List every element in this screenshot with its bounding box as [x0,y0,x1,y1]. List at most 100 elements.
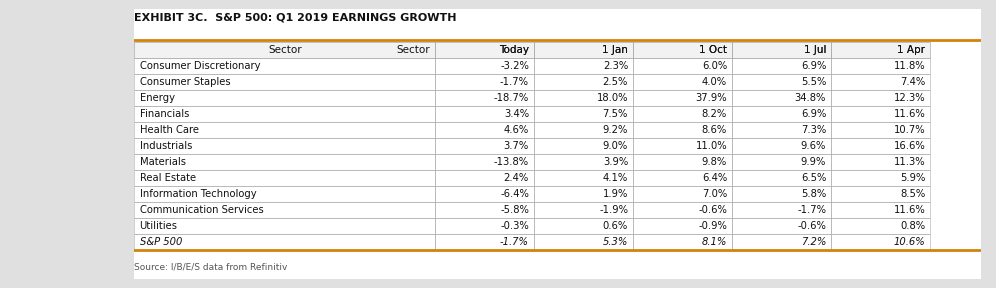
Text: -1.7%: -1.7% [500,77,529,87]
Bar [633,42,732,58]
Text: 0.8%: 0.8% [900,221,925,231]
Bar [633,90,732,106]
Bar [435,170,534,186]
Bar [134,202,435,218]
Bar [534,90,633,106]
Bar [435,42,534,58]
Bar [732,218,832,234]
Bar [534,122,633,138]
Text: 0.6%: 0.6% [603,221,628,231]
Bar [832,90,930,106]
Bar [732,106,832,122]
Bar [633,58,732,74]
Text: 6.5%: 6.5% [801,173,826,183]
Bar [435,42,534,58]
Text: Financials: Financials [139,109,189,119]
Bar [435,186,534,202]
Bar [633,218,732,234]
Text: 11.0%: 11.0% [695,141,727,151]
Text: 7.0%: 7.0% [702,189,727,199]
Bar [435,106,534,122]
Bar [534,154,633,170]
Text: 18.0%: 18.0% [597,93,628,103]
Bar [435,122,534,138]
Bar [732,58,832,74]
Bar [832,234,930,250]
Bar [832,186,930,202]
Bar [732,122,832,138]
Text: S&P 500: S&P 500 [139,237,182,247]
Text: 1.9%: 1.9% [603,189,628,199]
Bar [832,170,930,186]
Bar [633,202,732,218]
Text: -5.8%: -5.8% [500,205,529,215]
Text: 11.6%: 11.6% [893,109,925,119]
Bar [633,234,732,250]
Bar [732,154,832,170]
Bar [134,122,435,138]
Bar [534,202,633,218]
Bar [832,74,930,90]
Text: 2.5%: 2.5% [603,77,628,87]
Text: Energy: Energy [139,93,174,103]
Text: 3.4%: 3.4% [504,109,529,119]
Text: 9.6%: 9.6% [801,141,826,151]
Bar [832,154,930,170]
Bar [832,138,930,154]
Bar [534,186,633,202]
Bar [832,202,930,218]
Text: 1 Jul: 1 Jul [804,46,826,56]
Text: 11.8%: 11.8% [893,61,925,71]
Bar [134,154,435,170]
Text: 4.1%: 4.1% [603,173,628,183]
Bar [633,74,732,90]
Bar [633,58,732,74]
Bar [134,186,435,202]
Bar [134,186,435,202]
Bar [534,218,633,234]
Text: Consumer Discretionary: Consumer Discretionary [139,61,260,71]
Text: Source: I/B/E/S data from Refinitiv: Source: I/B/E/S data from Refinitiv [134,263,288,272]
Bar [534,138,633,154]
Bar [534,42,633,58]
Text: 37.9%: 37.9% [695,93,727,103]
Bar [134,42,435,58]
Bar [534,74,633,90]
Bar [534,106,633,122]
Text: -1.9%: -1.9% [599,205,628,215]
Text: 3.9%: 3.9% [603,157,628,167]
Text: 1 Jul: 1 Jul [804,46,826,56]
Bar [134,90,435,106]
Text: Utilities: Utilities [139,221,177,231]
Text: 1 Oct: 1 Oct [699,46,727,56]
Bar [534,234,633,250]
Text: -0.6%: -0.6% [797,221,826,231]
Bar [435,202,534,218]
Bar [832,58,930,74]
Bar [633,106,732,122]
Text: Information Technology: Information Technology [139,189,256,199]
Bar [534,234,633,250]
Bar [134,90,435,106]
Bar [534,58,633,74]
Bar [534,42,633,58]
Text: 8.5%: 8.5% [900,189,925,199]
Bar [832,122,930,138]
Text: 7.4%: 7.4% [900,77,925,87]
Bar [534,170,633,186]
Text: Health Care: Health Care [139,125,198,135]
Text: 1 Apr: 1 Apr [897,46,925,56]
Text: 7.2%: 7.2% [801,237,826,247]
Bar [134,58,435,74]
Bar [832,218,930,234]
Text: 1 Oct: 1 Oct [699,46,727,56]
Bar [435,218,534,234]
Bar [134,218,435,234]
Text: -0.9%: -0.9% [698,221,727,231]
Bar [832,186,930,202]
Bar [435,122,534,138]
Bar [832,74,930,90]
Text: 1 Apr: 1 Apr [897,46,925,56]
Bar [534,202,633,218]
Text: 6.0%: 6.0% [702,61,727,71]
